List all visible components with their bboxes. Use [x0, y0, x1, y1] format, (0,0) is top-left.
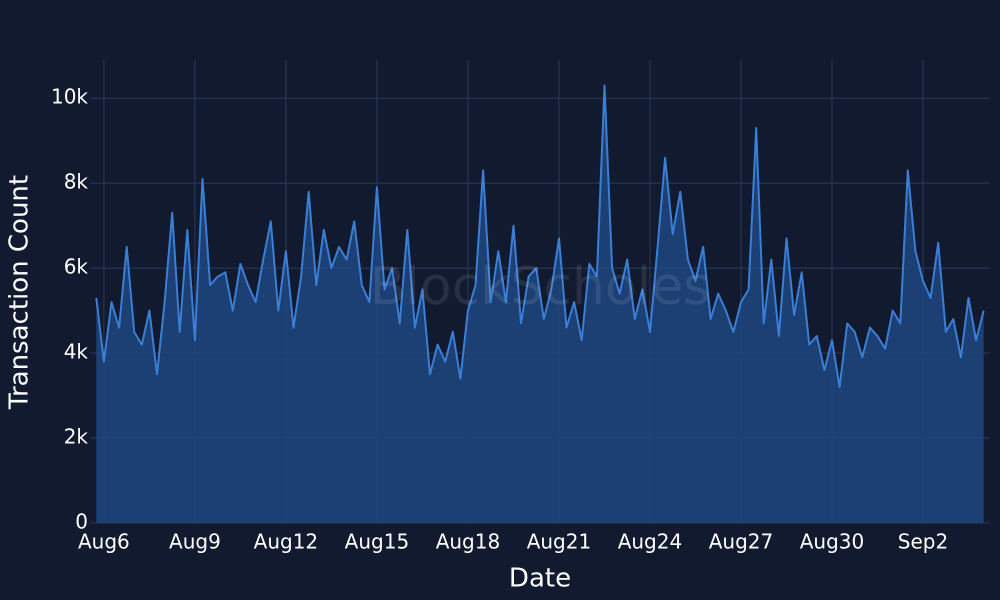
watermark: BlockScholes	[370, 257, 711, 317]
area-fill	[96, 85, 984, 523]
x-tick-label: Aug9	[169, 530, 221, 554]
line	[95, 84, 985, 389]
x-tick-label: Sep2	[898, 530, 948, 554]
x-tick-label: Aug12	[254, 530, 319, 554]
marks	[95, 84, 985, 523]
x-tick-label: Aug18	[436, 530, 501, 554]
y-tick-label: 0	[75, 510, 88, 534]
x-tick-label: Aug15	[345, 530, 410, 554]
x-tick-label: Aug6	[78, 530, 130, 554]
x-tick-label: Aug30	[800, 530, 865, 554]
y-tick-label: 4k	[64, 340, 89, 364]
x-axis-title: Date	[509, 564, 571, 594]
y-axis-title: Transaction Count	[5, 175, 35, 410]
x-tick-label: Aug21	[527, 530, 592, 554]
x-tick-label: Aug27	[709, 530, 774, 554]
y-tick-label: 10k	[51, 85, 88, 109]
y-tick-label: 2k	[64, 425, 89, 449]
x-tick-label: Aug24	[618, 530, 683, 554]
y-tick-label: 6k	[64, 255, 89, 279]
y-tick-label: 8k	[64, 170, 89, 194]
